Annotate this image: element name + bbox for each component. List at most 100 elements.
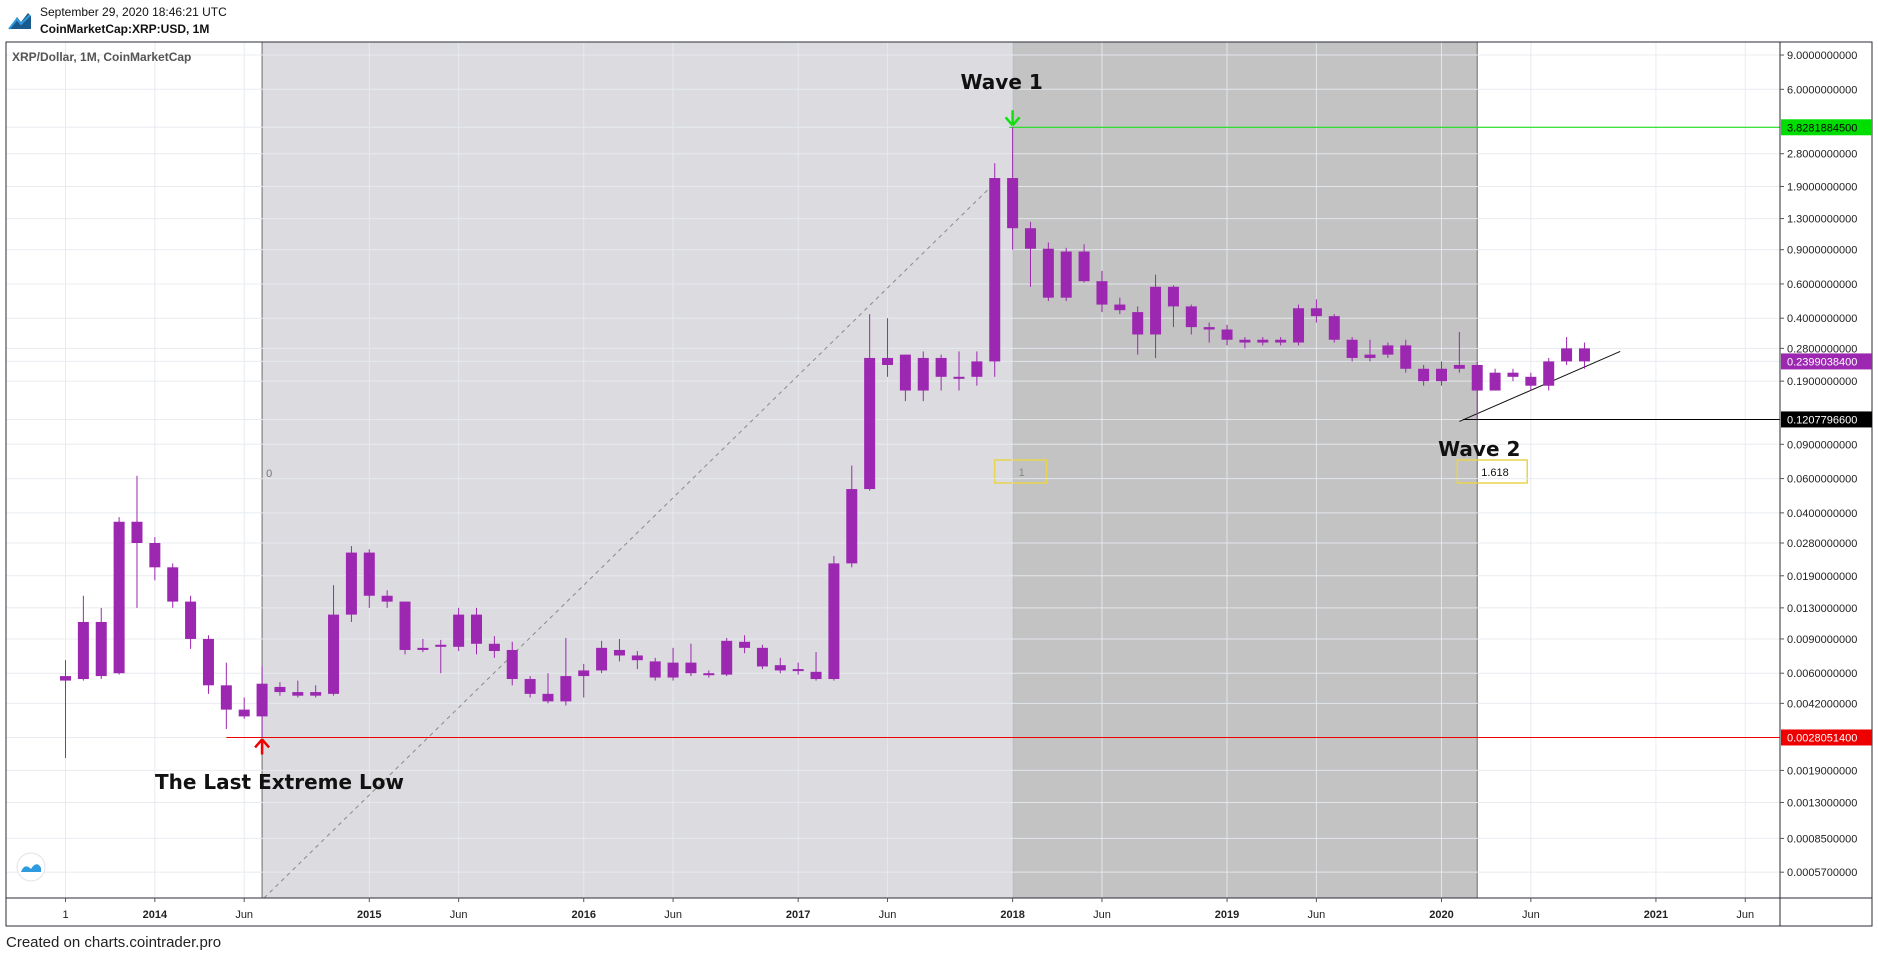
price-tick-label: 0.0060000000 — [1787, 668, 1857, 680]
price-tick-label: 0.0008500000 — [1787, 833, 1857, 845]
time-tick-label: Jun — [1093, 909, 1111, 921]
candle-body — [613, 649, 625, 656]
candle — [739, 635, 751, 654]
candle — [488, 636, 500, 658]
candle-body — [1221, 329, 1233, 340]
time-axis: 1 2014 Jun 2015 Jun 2016 Jun 2017 Jun 2018 Jun 2019… — [62, 898, 1754, 921]
candle-body — [167, 567, 179, 602]
candle — [1167, 285, 1179, 328]
snapshot-timestamp: September 29, 2020 18:46:21 UTC — [40, 5, 227, 19]
candle — [1150, 274, 1162, 358]
candle-body — [471, 614, 483, 644]
candle-body — [542, 693, 554, 702]
price-tick-label: 0.6000000000 — [1787, 279, 1857, 291]
candle — [1561, 337, 1573, 365]
price-tick-label: 0.9000000000 — [1787, 245, 1857, 257]
candle — [1489, 368, 1501, 391]
candle — [1543, 357, 1555, 391]
candle — [1525, 372, 1537, 391]
candle — [1203, 322, 1215, 343]
price-tick-label: 1.3000000000 — [1787, 214, 1857, 226]
candle — [220, 662, 232, 730]
candle-body — [703, 673, 715, 676]
candle-body — [488, 643, 500, 652]
price-badge — [1781, 411, 1872, 428]
candle — [1453, 331, 1465, 373]
candle — [1293, 304, 1305, 346]
candle — [1471, 361, 1483, 420]
time-tick-label: Jun — [1308, 909, 1326, 921]
candle-body — [453, 614, 465, 647]
candle — [792, 662, 804, 675]
trend-projection-dashed-line — [263, 186, 992, 899]
candle-body — [1132, 312, 1144, 335]
candle — [882, 318, 894, 377]
time-tick-label: Jun — [235, 909, 253, 921]
fib-zone-label: 1.618 — [1481, 467, 1509, 479]
candle — [292, 680, 304, 698]
price-tick-label: 0.0190000000 — [1787, 571, 1857, 583]
candle — [202, 635, 214, 694]
candle-body — [792, 669, 804, 672]
candle-body — [1293, 308, 1305, 343]
fib-zone-label: 0 — [266, 468, 272, 480]
candle-body — [560, 676, 572, 702]
footer-credit: Created on charts.cointrader.pro — [6, 934, 222, 951]
candle-body — [1489, 372, 1501, 391]
candle — [1096, 270, 1108, 313]
time-tick-label: Jun — [664, 909, 682, 921]
candle — [345, 546, 357, 622]
candle-body — [220, 685, 232, 710]
chart-title: XRP/Dollar, 1M, CoinMarketCap — [12, 50, 191, 64]
candle — [1078, 244, 1090, 283]
candle — [1060, 247, 1072, 302]
candle — [524, 676, 536, 698]
candle — [1132, 306, 1144, 355]
candle-body — [1078, 251, 1090, 282]
candle — [649, 657, 661, 681]
candle-body — [1400, 345, 1412, 369]
candle — [1257, 337, 1269, 346]
candle — [1007, 127, 1019, 250]
fib-zone-label-box — [993, 459, 1048, 484]
price-tick-label: 0.0130000000 — [1787, 603, 1857, 615]
candle — [1239, 337, 1251, 349]
candle-body — [774, 665, 786, 671]
candle — [1328, 314, 1340, 343]
price-tick-label: 0.0600000000 — [1787, 474, 1857, 486]
candle-body — [596, 647, 608, 671]
time-tick-label: 2014 — [143, 909, 168, 921]
candle — [810, 652, 822, 681]
candle-body — [1096, 281, 1108, 305]
candle-body — [1346, 339, 1358, 358]
price-badge-label: 0.0028051400 — [1787, 732, 1857, 744]
candle-body — [1578, 348, 1590, 362]
candle-body — [1060, 251, 1072, 298]
candle-body — [1150, 286, 1162, 335]
candle-body — [95, 621, 107, 677]
candle-body — [274, 686, 286, 693]
annotations: Wave 1 Wave 2 The Last Extreme Low — [155, 70, 1520, 794]
candle-body — [1203, 327, 1215, 330]
candle-body — [631, 655, 643, 661]
candle-body — [917, 357, 929, 391]
candle — [328, 585, 340, 696]
candle — [1042, 242, 1054, 302]
candle — [1114, 297, 1126, 315]
wave-1-label: Wave 1 — [960, 70, 1042, 94]
candle-body — [1507, 372, 1519, 377]
candle-body — [899, 354, 911, 391]
price-tick-label: 9.0000000000 — [1787, 50, 1857, 62]
candle — [77, 595, 89, 681]
candle — [578, 663, 590, 698]
time-tick-label: 2017 — [786, 909, 810, 921]
candle — [363, 549, 375, 608]
wave-1-arrow-icon — [1004, 110, 1021, 127]
candle-body — [149, 543, 161, 568]
candle-body — [399, 601, 411, 650]
candle-body — [381, 595, 393, 602]
candle — [167, 563, 179, 608]
candle-body — [756, 647, 768, 667]
candle — [971, 351, 983, 386]
